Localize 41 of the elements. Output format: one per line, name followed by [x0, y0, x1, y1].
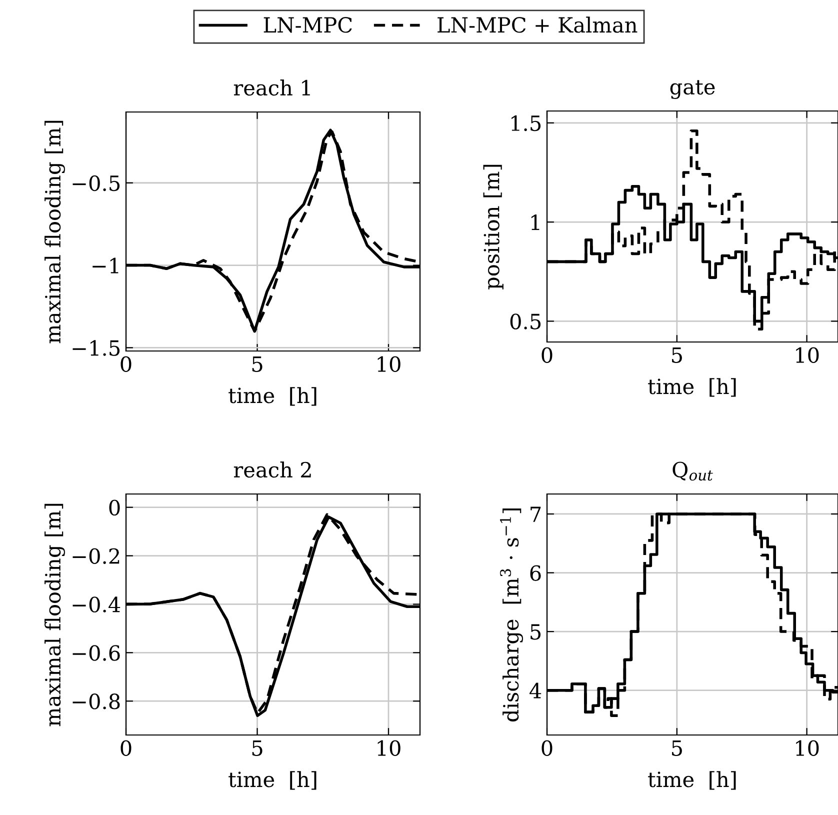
y-tick-label: 4 [530, 682, 542, 698]
chart-title: reach 2 [234, 462, 311, 478]
x-tick-label: 5 [672, 348, 682, 363]
x-tick-label: 5 [672, 740, 682, 756]
legend-label: LN-MPC [264, 17, 352, 33]
y-tick-label: −0.2 [72, 548, 120, 564]
x-tick-label: 0 [542, 740, 552, 756]
x-axis-title: time [h] [228, 387, 316, 406]
x-tick-label: 10 [796, 347, 819, 363]
x-axis-title: time [h] [228, 771, 316, 790]
y-tick-label: 0 [109, 500, 120, 516]
x-tick-label: 0 [542, 347, 552, 363]
x-axis-title: time [h] [648, 378, 736, 397]
y-axis-title: position [m] [483, 164, 504, 290]
chart-title: gate [670, 80, 715, 99]
y-tick-label: −1.5 [72, 340, 120, 356]
x-tick-label: 10 [378, 740, 400, 756]
y-tick-label: −0.6 [72, 645, 120, 661]
y-axis-title: maximal flooding [m] [44, 120, 65, 344]
legend-label: LN-MPC + Kalman [438, 16, 638, 33]
y-tick-label: 1.5 [512, 115, 541, 132]
y-axis-title: maximal flooding [m] [44, 504, 65, 726]
y-tick-label: 6 [530, 565, 541, 581]
x-tick-label: 10 [378, 356, 400, 372]
y-tick-label: 5 [530, 624, 541, 640]
y-tick-label: 7 [530, 506, 541, 522]
x-axis-title: time [h] [648, 771, 736, 790]
y-tick-label: −0.5 [72, 175, 120, 192]
x-tick-label: 5 [252, 356, 262, 372]
x-tick-label: 0 [120, 356, 132, 372]
y-axis-title: discharge [m$^{3}$ · s$^{−1}$] [500, 508, 524, 722]
chart-title: Q$_{out}$ [672, 462, 713, 481]
y-tick-label: 1 [531, 214, 540, 230]
y-tick-label: −1 [92, 258, 118, 274]
y-tick-label: 0.5 [510, 314, 541, 330]
y-tick-label: −0.4 [72, 596, 120, 612]
chart-title: reach 1 [234, 80, 310, 96]
y-tick-label: −0.8 [72, 694, 120, 710]
x-tick-label: 5 [252, 740, 262, 756]
x-tick-label: 0 [120, 740, 132, 756]
x-tick-label: 10 [796, 740, 819, 756]
